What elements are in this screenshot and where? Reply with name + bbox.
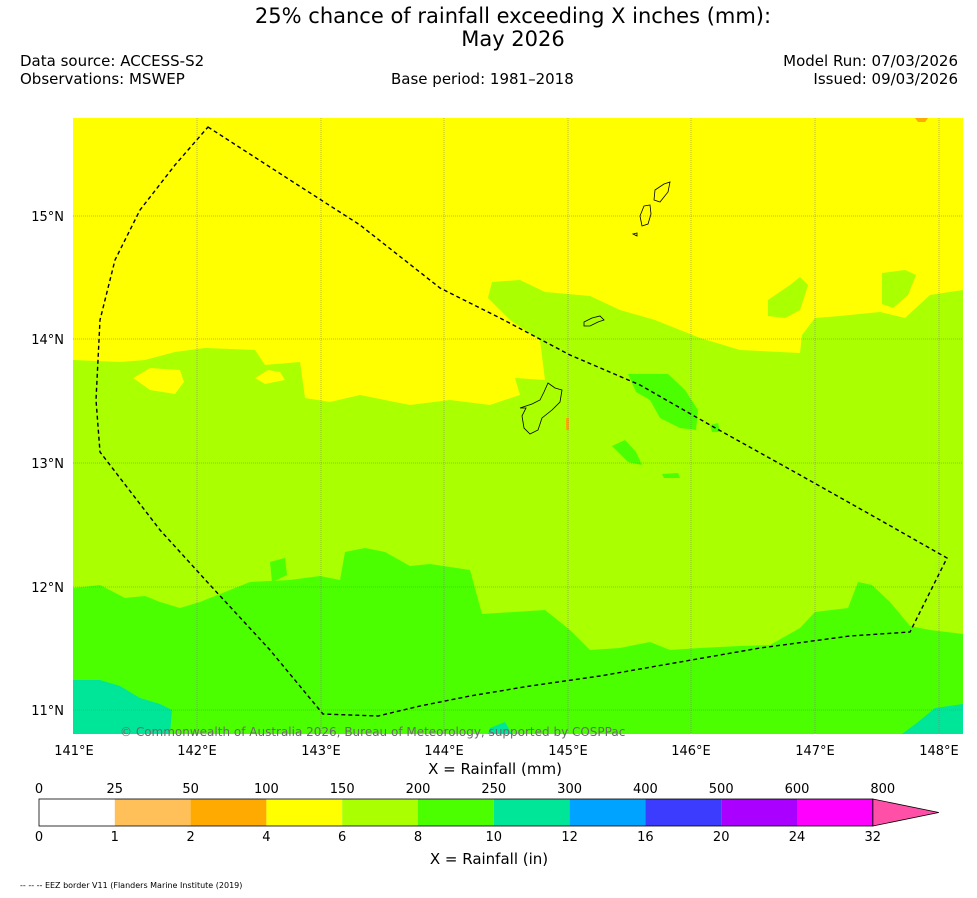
base-period-text: Base period: 1981–2018 xyxy=(391,70,574,88)
lat-label-13n: 13°N xyxy=(31,457,64,472)
colorbar-mm-tick: 100 xyxy=(254,782,279,797)
colorbar-mm-tick: 600 xyxy=(785,782,810,797)
field-100-150mm xyxy=(255,370,285,384)
colorbar-mm-tick: 250 xyxy=(481,782,506,797)
rainfall-fields xyxy=(73,118,963,734)
map-subtitle-month: May 2026 xyxy=(461,27,565,51)
colorbar-segment xyxy=(569,799,646,826)
colorbar-outline xyxy=(38,798,874,827)
colorbar-in-tick: 1 xyxy=(111,830,119,845)
lon-label-142e: 142°E xyxy=(177,744,217,759)
field-150-200mm xyxy=(882,270,916,308)
colorbar-mm-tick: 400 xyxy=(633,782,658,797)
lon-label-148e: 148°E xyxy=(919,744,959,759)
field-250-300mm xyxy=(488,722,512,734)
lon-label-143e: 143°E xyxy=(301,744,341,759)
field-200-250mm xyxy=(662,473,680,478)
colorbar-in-label: X = Rainfall (in) xyxy=(429,850,549,868)
colorbar-segment xyxy=(797,799,873,826)
colorbar-segment xyxy=(190,799,267,826)
lon-label-144e: 144°E xyxy=(424,744,464,759)
colorbar-mm-tick: 50 xyxy=(182,782,199,797)
colorbar-in-tick: 2 xyxy=(186,830,194,845)
field-200-250mm xyxy=(73,548,963,734)
lat-label-12n: 12°N xyxy=(31,581,64,596)
eez-footnote: -- -- -- EEZ border V11 (Flanders Marine… xyxy=(20,881,243,890)
colorbar-mm-tick: 800 xyxy=(870,782,895,797)
colorbar-mm-tick: 25 xyxy=(107,782,124,797)
lat-label-14n: 14°N xyxy=(31,333,64,348)
coastlines xyxy=(519,181,671,435)
colorbar-in-tick: 8 xyxy=(414,830,422,845)
field-100-150mm xyxy=(133,368,184,394)
colorbar-segment xyxy=(114,799,191,826)
colorbar-in-tick: 0 xyxy=(35,830,43,845)
colorbar-in-tick: 6 xyxy=(338,830,346,845)
colorbar-in-tick: 24 xyxy=(789,830,806,845)
colorbar-in-tick: 32 xyxy=(865,830,882,845)
island-tinian xyxy=(639,204,652,227)
model-run-text: Model Run: 07/03/2026 xyxy=(783,52,958,70)
colorbar-segment xyxy=(493,799,570,826)
field-200-250mm xyxy=(270,558,287,582)
map-title: 25% chance of rainfall exceeding X inche… xyxy=(254,4,772,28)
lon-label-147e: 147°E xyxy=(795,744,835,759)
colorbar-in-tick: 12 xyxy=(561,830,578,845)
colorbar-segment xyxy=(721,799,797,826)
field-250-300mm xyxy=(73,680,172,734)
island-aguijan xyxy=(631,232,638,237)
copyright-text: © Commonwealth of Australia 2026, Bureau… xyxy=(120,725,625,739)
island-rota xyxy=(583,315,605,327)
data-source-text: Data source: ACCESS-S2 xyxy=(20,52,205,70)
colorbar-segment xyxy=(418,799,494,826)
colorbar-segment xyxy=(266,799,343,826)
colorbar-in-tick: 16 xyxy=(637,830,654,845)
lon-label-145e: 145°E xyxy=(548,744,588,759)
island-guam xyxy=(519,382,563,435)
colorbar-extend-arrow xyxy=(872,798,939,827)
graticule xyxy=(73,118,963,734)
colorbar-mm-tick: 150 xyxy=(330,782,355,797)
colorbar-mm-label: X = Rainfall (mm) xyxy=(428,760,562,778)
eez-border xyxy=(95,126,948,717)
lat-label-11n: 11°N xyxy=(31,704,64,719)
field-150-200mm xyxy=(768,277,808,318)
field-50-100mm xyxy=(566,418,569,430)
colorbar-in-tick: 4 xyxy=(262,830,270,845)
lon-label-141e: 141°E xyxy=(54,744,94,759)
colorbar-in-tick: 10 xyxy=(486,830,503,845)
colorbar-in-tick: 20 xyxy=(713,830,730,845)
lat-label-15n: 15°N xyxy=(31,210,64,225)
issued-text: Issued: 09/03/2026 xyxy=(813,70,958,88)
island-saipan xyxy=(653,181,671,203)
lon-label-146e: 146°E xyxy=(671,744,711,759)
colorbar-mm-tick: 200 xyxy=(406,782,431,797)
colorbar-mm-tick: 300 xyxy=(557,782,582,797)
field-50-100mm xyxy=(915,118,928,122)
colorbar-mm-tick: 0 xyxy=(35,782,43,797)
field-250-300mm xyxy=(902,704,963,734)
colorbar-mm-tick: 500 xyxy=(709,782,734,797)
colorbar-segment xyxy=(39,799,115,826)
field-200-250mm xyxy=(612,440,642,465)
observations-text: Observations: MSWEP xyxy=(20,70,185,88)
colorbar: 0025150210041506200825010300124001650020… xyxy=(35,782,939,845)
colorbar-segment xyxy=(645,799,722,826)
colorbar-segment xyxy=(342,799,418,826)
